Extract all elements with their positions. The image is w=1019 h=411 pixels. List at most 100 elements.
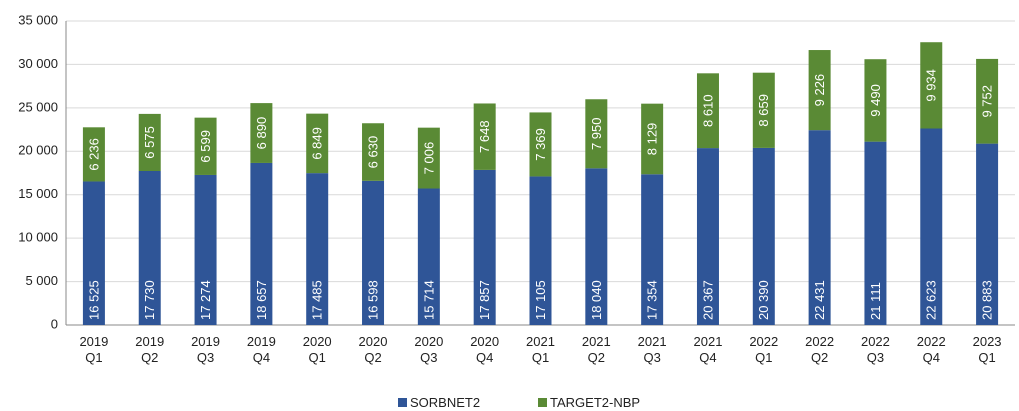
value-label: 7 369	[533, 128, 548, 161]
x-tick-label: 2022 Q1	[749, 334, 779, 365]
legend-item: TARGET2-NBP	[538, 395, 640, 410]
bar-segment	[250, 103, 273, 163]
bar-segment	[529, 112, 552, 177]
bar-segment	[473, 103, 496, 170]
bar-segment	[585, 168, 608, 325]
value-label: 9 752	[980, 85, 995, 118]
bar-segment	[362, 123, 385, 181]
x-tick-label: 2019 Q2	[135, 334, 165, 365]
bar-segment	[417, 188, 440, 325]
bar-segment	[808, 130, 831, 325]
bar-segment	[920, 128, 943, 325]
y-tick-label: 15 000	[18, 186, 58, 201]
bar-segment	[696, 73, 719, 149]
value-label: 6 890	[254, 117, 269, 150]
value-label: 8 610	[700, 94, 715, 127]
value-label: 17 274	[198, 280, 213, 320]
value-label: 6 599	[198, 130, 213, 163]
y-tick-label: 5 000	[25, 273, 58, 288]
value-label: 18 040	[589, 280, 604, 320]
value-label: 22 431	[812, 280, 827, 320]
bar-segment	[808, 50, 831, 131]
value-label: 20 883	[980, 280, 995, 320]
bar-segment	[696, 148, 719, 325]
value-label: 6 575	[142, 126, 157, 159]
value-label: 8 659	[756, 94, 771, 127]
legend-label: SORBNET2	[410, 395, 481, 410]
bar-segment	[976, 143, 999, 325]
value-label: 17 857	[477, 280, 492, 320]
bar-segment	[82, 127, 105, 182]
value-label: 7 006	[421, 142, 436, 175]
bar-segment	[864, 59, 887, 142]
x-tick-label: 2022 Q4	[916, 334, 946, 365]
y-tick-label: 10 000	[18, 230, 58, 245]
value-label: 16 525	[86, 280, 101, 320]
legend-item: SORBNET2	[398, 395, 480, 410]
x-tick-label: 2023 Q1	[972, 334, 1002, 365]
value-label: 15 714	[421, 280, 436, 320]
bar-segment	[194, 174, 217, 325]
bar-segment	[250, 162, 273, 325]
bar-segment	[417, 127, 440, 189]
value-label: 17 485	[310, 280, 325, 320]
value-label: 17 354	[645, 280, 660, 320]
x-tick-label: 2019 Q1	[79, 334, 109, 365]
value-label: 17 730	[142, 280, 157, 320]
y-tick-label: 30 000	[18, 56, 58, 71]
bar-segment	[306, 173, 329, 325]
x-tick-label: 2020 Q3	[414, 334, 444, 365]
bar-segment	[585, 99, 608, 169]
value-label: 9 490	[868, 84, 883, 117]
value-label: 8 129	[645, 123, 660, 156]
value-label: 9 934	[924, 69, 939, 102]
value-label: 20 390	[756, 280, 771, 320]
x-tick-label: 2021 Q4	[693, 334, 723, 365]
x-tick-label: 2021 Q2	[581, 334, 611, 365]
x-tick-label: 2019 Q4	[246, 334, 276, 365]
x-tick-label: 2020 Q2	[358, 334, 388, 365]
value-label: 7 950	[589, 118, 604, 151]
x-tick-label: 2022 Q3	[860, 334, 890, 365]
bar-segment	[473, 169, 496, 325]
bar-segment	[641, 174, 664, 325]
y-tick-label: 35 000	[18, 12, 58, 27]
bar-segment	[529, 176, 552, 325]
x-tick-label: 2021 Q1	[526, 334, 555, 365]
x-tick-label: 2019 Q3	[191, 334, 220, 365]
bar-segment	[138, 171, 161, 325]
bar-segment	[306, 113, 329, 174]
value-label: 20 367	[700, 280, 715, 320]
legend-label: TARGET2-NBP	[550, 395, 641, 410]
x-tick-label: 2022 Q2	[805, 334, 835, 365]
value-label: 21 111	[868, 282, 883, 320]
value-label: 6 849	[310, 127, 325, 160]
legend-swatch	[398, 398, 407, 407]
bar-segment	[138, 113, 161, 172]
value-label: 17 105	[533, 280, 548, 320]
x-tick-label: 2021 Q3	[637, 334, 667, 365]
bar-segment	[362, 180, 385, 325]
value-label: 6 630	[365, 136, 380, 169]
y-tick-label: 20 000	[18, 143, 58, 158]
value-label: 9 226	[812, 74, 827, 107]
bar-segment	[752, 72, 775, 148]
value-label: 16 598	[365, 280, 380, 320]
value-label: 7 648	[477, 120, 492, 153]
y-tick-label: 0	[51, 316, 58, 331]
bar-segment	[920, 42, 943, 129]
y-tick-label: 25 000	[18, 99, 58, 114]
bar-segment	[864, 141, 887, 325]
x-tick-label: 2020 Q4	[470, 334, 500, 365]
value-label: 22 623	[924, 280, 939, 320]
value-label: 6 236	[86, 138, 101, 171]
legend-swatch	[538, 398, 547, 407]
bar-segment	[752, 147, 775, 325]
bar-segment	[82, 181, 105, 325]
value-label: 18 657	[254, 280, 269, 320]
bar-segment	[641, 103, 664, 175]
bar-segment	[194, 117, 217, 175]
x-tick-label: 2020 Q1	[302, 334, 332, 365]
